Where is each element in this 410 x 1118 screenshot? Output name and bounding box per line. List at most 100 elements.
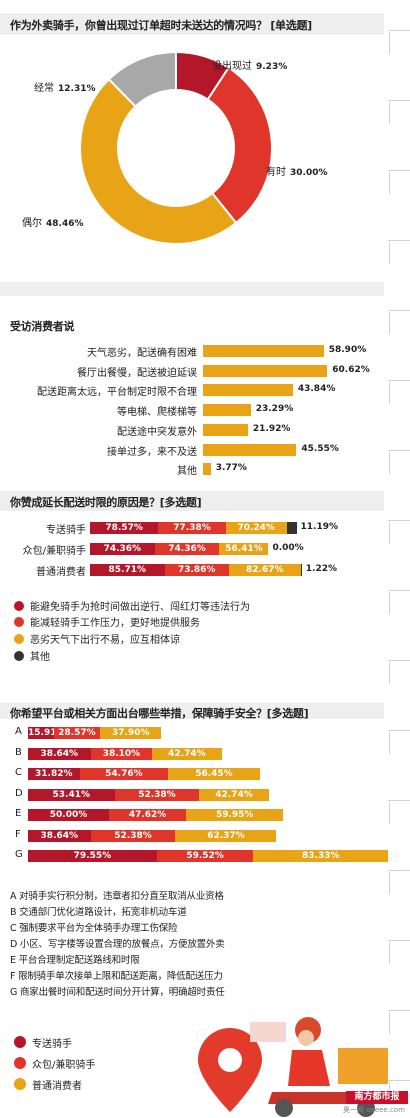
- q1-title-band: [0, 13, 384, 35]
- reason-bar-segment: 77.38%: [158, 522, 226, 534]
- consumer-bar-label: 等电梯、爬楼梯等: [117, 407, 197, 419]
- measure-note-d: D 小区、写字楼等设置合理的放餐点，方便放置外卖: [10, 939, 225, 950]
- consumer-bar-label: 天气恶劣，配送确有困难: [87, 348, 197, 359]
- legend-dot: [14, 601, 24, 611]
- legend-dot: [14, 1078, 26, 1090]
- reason-bar-segment: 73.86%: [164, 564, 229, 576]
- edge-tick: [389, 382, 390, 404]
- watermark: 奥一网 oeeee.com: [343, 1106, 405, 1114]
- consumer-bar: [203, 404, 251, 417]
- measure-note-f: F 限制骑手单次接单上限和配送距离，降低配送压力: [10, 971, 223, 982]
- edge-tick: [389, 32, 390, 54]
- edge-tick: [389, 942, 390, 964]
- reason-bar-segment: 56.41%: [219, 543, 269, 555]
- measure-bar-segment: 47.62%: [109, 809, 187, 821]
- donut-label-never: 没出现过 9.23%: [212, 61, 288, 72]
- q4-title-band: [0, 703, 384, 719]
- legend-reason-4: 其他: [14, 648, 50, 663]
- scooter-wheel-front: [275, 1099, 293, 1117]
- rider-body: [288, 1050, 330, 1086]
- measure-row-label: B: [15, 746, 22, 758]
- consumer-bar-label: 配送距离太远，平台制定时限不合理: [37, 387, 197, 399]
- measure-bar-segment: 42.74%: [199, 788, 269, 801]
- reason-bar-segment: [286, 522, 297, 534]
- edge-tick: [388, 590, 410, 591]
- reason-other-value: 11.19%: [300, 522, 339, 532]
- edge-tick: [388, 520, 410, 521]
- reason-bar-segment: 74.36%: [154, 543, 220, 555]
- edge-tick: [388, 940, 410, 941]
- edge-tick: [388, 30, 410, 31]
- q2-title: 受访消费者说: [10, 320, 75, 333]
- donut-label-sometimes: 有时 30.00%: [266, 167, 328, 178]
- legend-reason-3: 恶劣天气下出行不易，应互相体谅: [14, 631, 180, 646]
- consumer-bar-value: 23.29%: [255, 404, 294, 415]
- measure-bar-segment: 83.33%: [253, 850, 389, 862]
- edge-tick: [389, 1012, 390, 1034]
- consumer-bar: [203, 463, 211, 476]
- edge-tick: [389, 592, 390, 614]
- donut-label-occasionally: 偶尔 48.46%: [22, 218, 84, 229]
- rider-face: [298, 1030, 314, 1046]
- measure-bar-segment: 15.91%: [28, 727, 54, 739]
- edge-tick: [388, 870, 410, 871]
- q3-title-band: [0, 491, 384, 511]
- reason-row-label: 普通消费者: [36, 567, 86, 578]
- edge-tick: [388, 310, 410, 311]
- measure-bar-segment: 53.41%: [28, 788, 115, 801]
- edge-tick: [389, 662, 390, 684]
- measure-bar-segment: 42.74%: [152, 747, 222, 760]
- legend-reason-1: 能避免骑手为抢时间做出逆行、闯红灯等违法行为: [14, 598, 250, 613]
- consumer-bar-label: 接单过多，来不及送: [107, 446, 197, 458]
- measure-bar-segment: 56.45%: [168, 768, 260, 780]
- measure-note-b: B 交通部门优化道路设计，拓宽非机动车道: [10, 907, 187, 918]
- measure-bar-segment: 38.64%: [28, 747, 91, 760]
- reason-row-label: 众包/兼职骑手: [22, 546, 86, 557]
- edge-tick: [388, 660, 410, 661]
- measure-bar-segment: 38.64%: [28, 829, 91, 842]
- measure-row-label: F: [15, 828, 21, 840]
- measure-row-label: A: [15, 726, 22, 737]
- edge-tick: [388, 170, 410, 171]
- edge-tick: [389, 172, 390, 194]
- edge-tick: [389, 872, 390, 894]
- q4-title: 你希望平台或相关方面出台哪些举措，保障骑手安全？[多选题]: [10, 707, 309, 720]
- measure-note-c: C 强制要求平台为全体骑手办理工伤保险: [10, 923, 178, 934]
- consumer-bar-value: 60.62%: [332, 364, 370, 375]
- right-edge-rule: [384, 0, 410, 1118]
- measure-row-label: D: [15, 787, 23, 799]
- reason-other-value: 1.22%: [305, 564, 338, 574]
- legend-measure-3: 普通消费者: [14, 1077, 82, 1092]
- edge-tick: [388, 800, 410, 801]
- q1-title: 作为外卖骑手，你曾出现过订单超时未送达的情况吗？ [单选题]: [10, 19, 312, 32]
- consumer-bar-label: 餐厅出餐慢，配送被迫延误: [77, 367, 197, 379]
- reason-bar-segment: 74.36%: [90, 543, 155, 555]
- measure-bar-segment: 52.38%: [114, 788, 200, 801]
- reason-row-label: 专送骑手: [46, 525, 86, 536]
- measure-bar-segment: 38.10%: [90, 747, 153, 760]
- reason-other-value: 0.00%: [272, 543, 304, 553]
- section-divider-band: [0, 282, 384, 296]
- donut-slice-occasionally: [79, 77, 238, 245]
- delivery-box-icon: [338, 1048, 388, 1084]
- deco-block: [250, 1022, 286, 1042]
- reason-bar-segment: 85.71%: [90, 564, 165, 576]
- edge-tick: [389, 802, 390, 824]
- newspaper-logo: 南方都市报: [346, 1091, 408, 1104]
- legend-dot: [14, 617, 24, 627]
- consumer-bar: [203, 443, 297, 456]
- measure-row-label: E: [15, 808, 22, 819]
- reason-bar-segment: 70.24%: [225, 522, 287, 534]
- measure-bar-segment: 31.82%: [28, 768, 80, 780]
- edge-tick: [388, 450, 410, 451]
- consumer-bar: [203, 364, 328, 377]
- measure-note-e: E 平台合理制定配送路线和时限: [10, 955, 140, 966]
- consumer-bar-value: 21.92%: [252, 423, 291, 434]
- consumer-bar-label: 配送途中突发意外: [117, 426, 197, 438]
- measure-bar-segment: 62.37%: [175, 829, 277, 842]
- legend-dot: [14, 651, 24, 661]
- legend-dot: [14, 634, 24, 644]
- consumer-bar-value: 45.55%: [301, 443, 339, 454]
- measure-bar-segment: 54.76%: [79, 768, 169, 780]
- donut-slice-often: [107, 50, 177, 108]
